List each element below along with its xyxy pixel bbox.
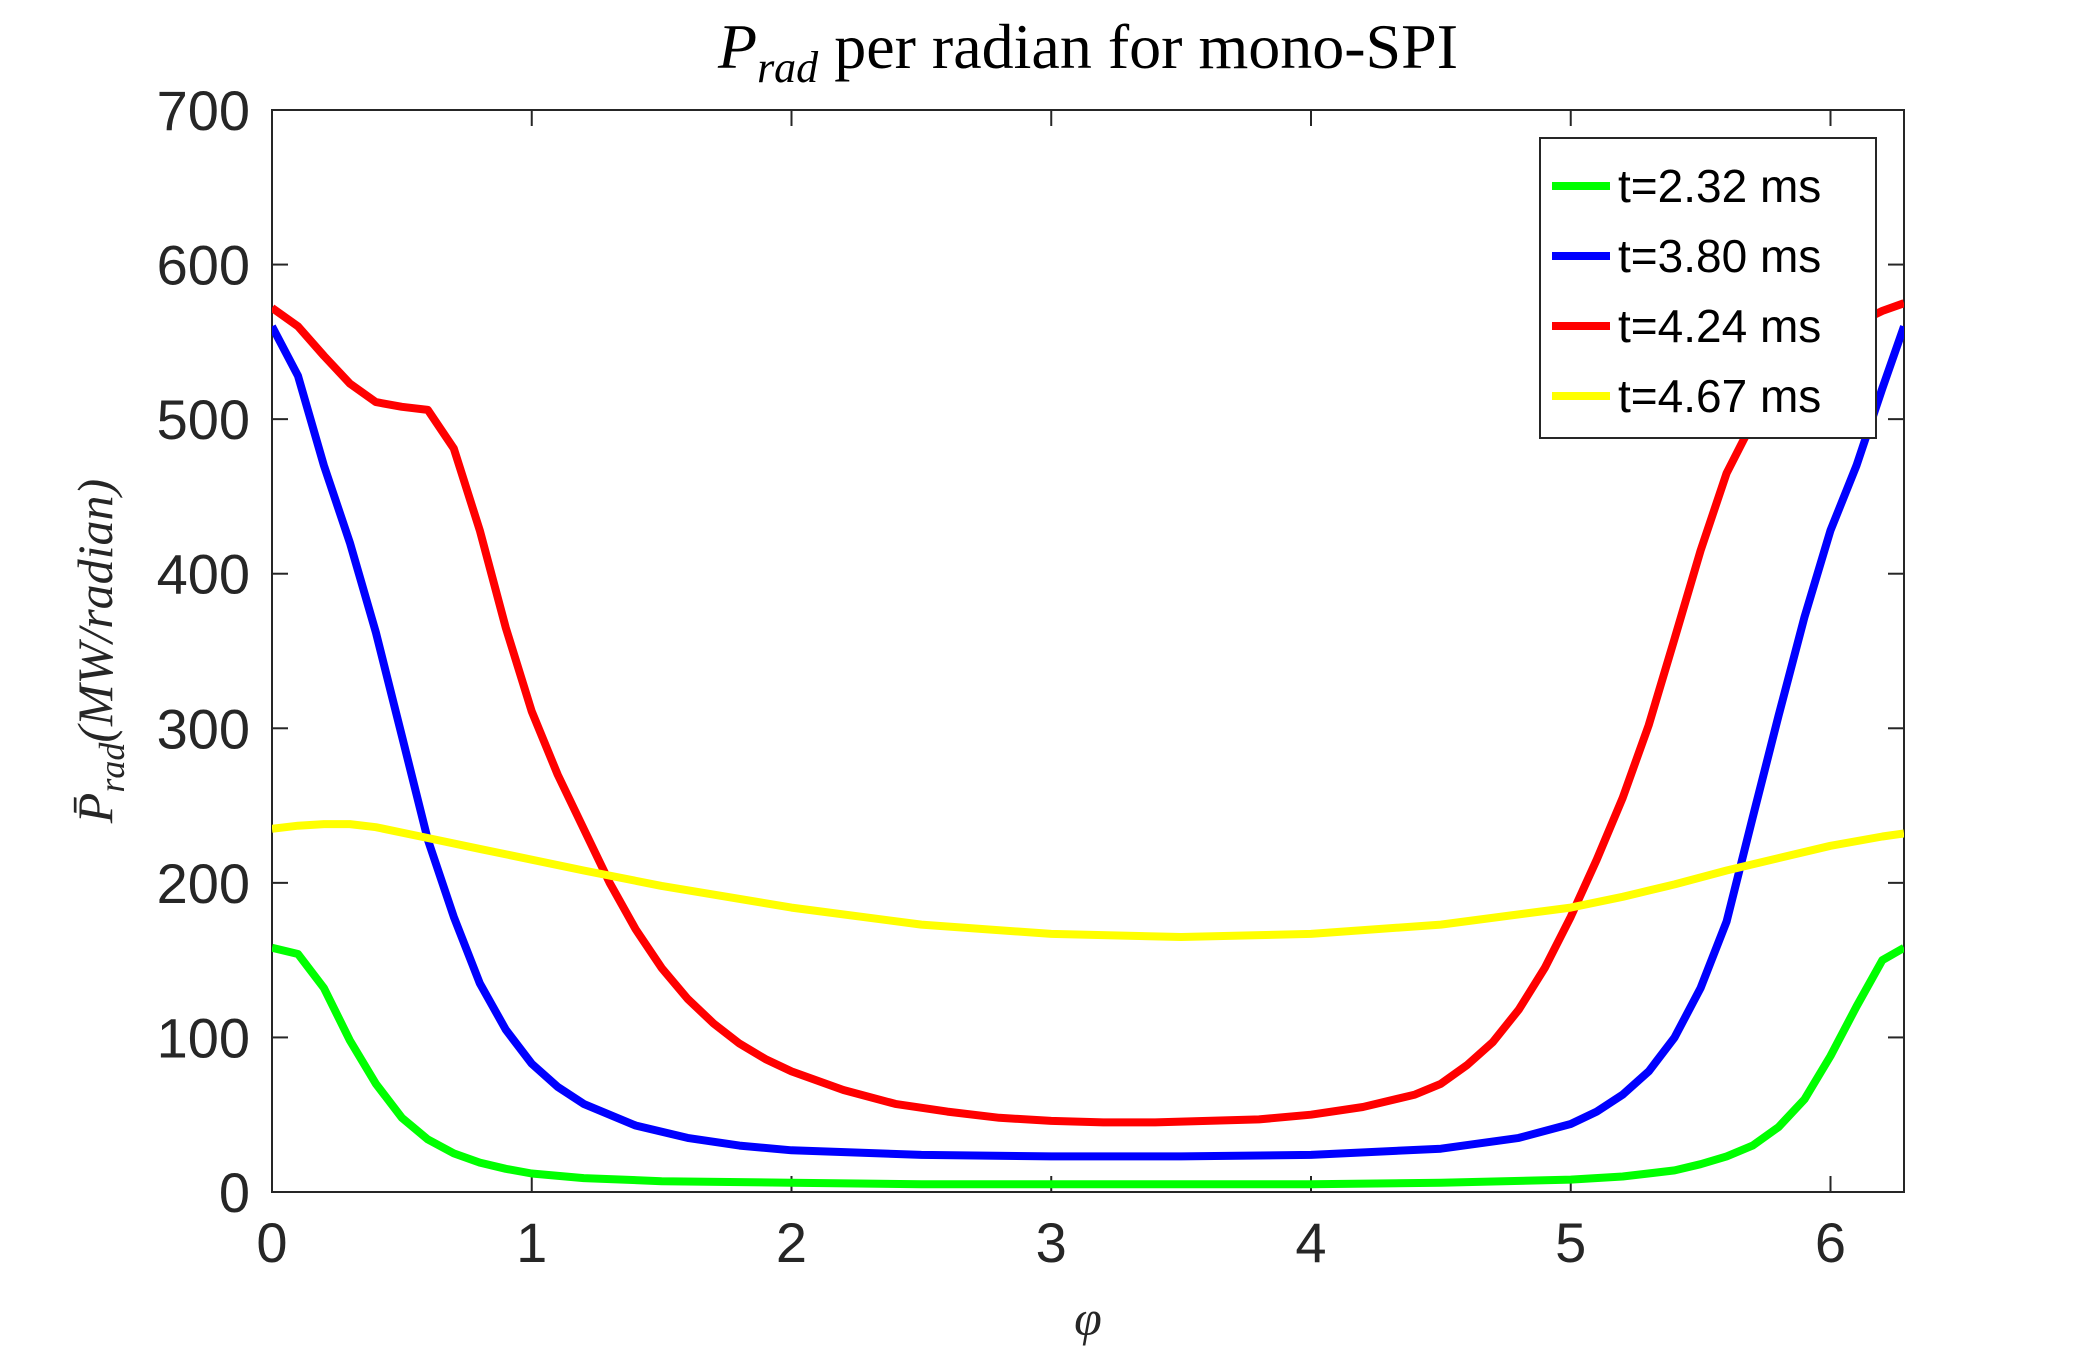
y-tick-labels: 0 100 200 300 400 500 600 700 bbox=[157, 79, 250, 1224]
legend-label-3: t=4.24 ms bbox=[1618, 300, 1821, 352]
y-tick-label: 100 bbox=[157, 1006, 250, 1069]
y-tick-label: 0 bbox=[219, 1161, 250, 1224]
x-tick-label: 1 bbox=[516, 1211, 547, 1274]
legend: t=2.32 ms t=3.80 ms t=4.24 ms t=4.67 ms bbox=[1539, 137, 1877, 439]
legend-label-2: t=3.80 ms bbox=[1618, 230, 1821, 282]
y-axis-label: P̄rad(MW/radian) bbox=[67, 479, 132, 824]
x-tick-label: 0 bbox=[256, 1211, 287, 1274]
y-tick-label: 500 bbox=[157, 388, 250, 451]
series-line-1 bbox=[272, 943, 1904, 1189]
x-tick-label: 5 bbox=[1555, 1211, 1586, 1274]
y-tick-label: 600 bbox=[157, 234, 250, 297]
x-tick-label: 4 bbox=[1295, 1211, 1326, 1274]
series-line-4 bbox=[272, 820, 1904, 941]
axis-ticks bbox=[271, 109, 1904, 1193]
x-tick-labels: 0 1 2 3 4 5 6 bbox=[256, 1211, 1846, 1274]
series-line-3 bbox=[272, 299, 1904, 1127]
legend-label-1: t=2.32 ms bbox=[1618, 160, 1821, 212]
x-tick-label: 2 bbox=[776, 1211, 807, 1274]
x-tick-label: 6 bbox=[1815, 1211, 1846, 1274]
legend-label-4: t=4.67 ms bbox=[1618, 370, 1821, 422]
series-lines bbox=[272, 299, 1904, 1189]
x-tick-label: 3 bbox=[1036, 1211, 1067, 1274]
y-tick-label: 400 bbox=[157, 543, 250, 606]
chart-title: Prad per radian for mono-SPI bbox=[717, 11, 1458, 92]
y-tick-label: 300 bbox=[157, 697, 250, 760]
y-tick-label: 200 bbox=[157, 852, 250, 915]
y-tick-label: 700 bbox=[157, 79, 250, 142]
x-axis-label: φ bbox=[1074, 1290, 1102, 1346]
